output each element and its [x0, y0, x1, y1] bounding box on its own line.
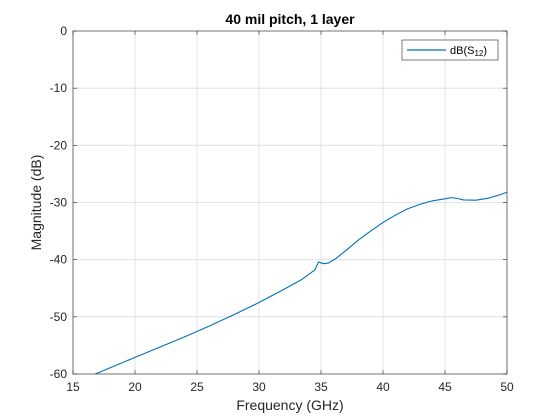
ticks: 15 20 25 30 35 40 45 50 0 -10 -20 -30 -40 -50 -60 — [50, 24, 514, 394]
x-tick-label: 20 — [128, 380, 142, 394]
x-tick-label: 45 — [438, 380, 452, 394]
x-tick-label: 15 — [66, 380, 80, 394]
y-tick-label: -60 — [50, 367, 68, 381]
y-tick-label: -10 — [50, 81, 68, 95]
x-tick-label: 35 — [314, 380, 328, 394]
series-layer — [95, 191, 508, 375]
y-tick-label: 0 — [60, 24, 67, 38]
y-tick-label: -20 — [50, 138, 68, 152]
y-tick-label: -40 — [50, 253, 68, 267]
y-axis-label: Magnitude (dB) — [28, 155, 44, 251]
x-tick-label: 30 — [252, 380, 266, 394]
legend: dB(S12) — [401, 39, 499, 61]
legend-text-main: dB(S — [450, 45, 474, 57]
legend-text-subscript: 12 — [474, 49, 483, 58]
x-axis-label: Frequency (GHz) — [236, 397, 343, 413]
x-tick-label: 25 — [190, 380, 204, 394]
y-tick-label: -30 — [50, 196, 68, 210]
legend-box — [401, 39, 499, 61]
legend-entry-label: dB(S12) — [450, 45, 487, 58]
x-tick-label: 40 — [376, 380, 390, 394]
legend-text-end: ) — [483, 45, 487, 57]
y-tick-label: -50 — [50, 310, 68, 324]
series-line-s12 — [95, 191, 508, 375]
chart-title: 40 mil pitch, 1 layer — [225, 11, 355, 27]
x-tick-label: 50 — [500, 380, 514, 394]
